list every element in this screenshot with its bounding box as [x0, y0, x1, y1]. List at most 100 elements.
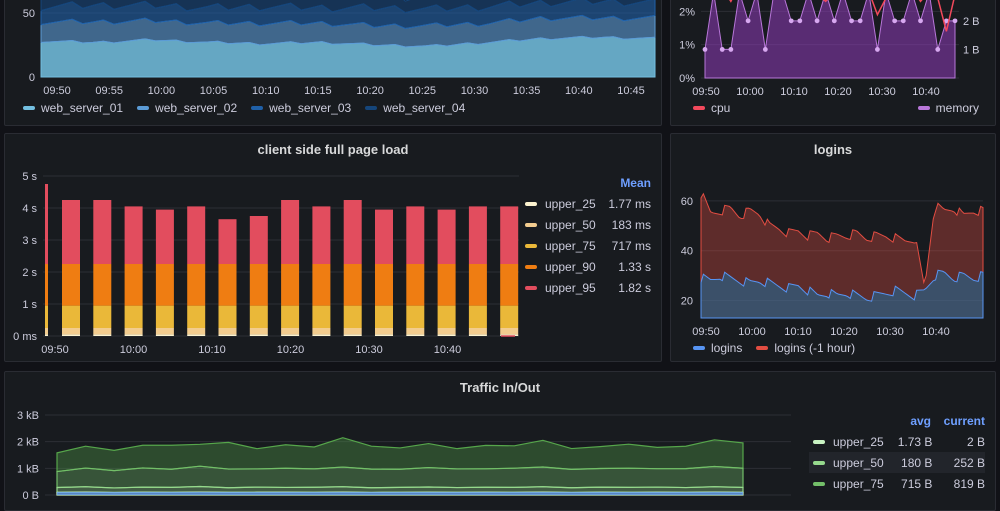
- mean-header[interactable]: Mean: [620, 175, 651, 190]
- bar-upper_95: [312, 206, 331, 264]
- load-ytick-label: 4 s: [22, 203, 37, 215]
- bar-upper_90: [500, 264, 519, 306]
- traffic-ytick-label: 0 B: [22, 490, 39, 502]
- web-xtick-label: 10:00: [148, 85, 176, 97]
- panel-traffic: Traffic In/Out 3 kB 2 kB 1 kB 0 B avg curre…: [4, 371, 996, 511]
- bar-upper_90: [187, 264, 206, 306]
- legend-item-memory[interactable]: memory: [917, 101, 979, 115]
- avg-header[interactable]: avg: [910, 413, 931, 428]
- page-load-legend-header: Mean: [525, 172, 651, 193]
- logins-ytick-label: 40: [681, 246, 693, 258]
- bar-upper_50: [406, 328, 425, 335]
- legend-mean-value: 1.33 s: [618, 259, 651, 274]
- legend-row-upper_95[interactable]: upper_95 1.82 s: [525, 277, 651, 298]
- traffic-title[interactable]: Traffic In/Out: [459, 380, 541, 395]
- bar-upper_95: [187, 206, 206, 264]
- memory-point: [918, 18, 923, 24]
- bar-upper_90: [124, 264, 143, 306]
- cpu-xtick-label: 10:30: [868, 86, 896, 98]
- memory-point: [702, 47, 708, 52]
- legend-item-web_server_01[interactable]: web_server_01: [23, 101, 123, 115]
- load-ytick-label: 3 s: [22, 235, 37, 247]
- memory-point: [943, 18, 949, 24]
- legend-current: 819 B: [953, 476, 985, 491]
- legend-mean-value: 1.77 ms: [608, 196, 651, 211]
- panel-logins: logins 60 40 20 09:50 10:00 10:10 10:20 10:30 1…: [670, 133, 996, 362]
- memory-swatch: [917, 106, 930, 110]
- page-load-chart: 5 s 4 s 3 s 2 s 1 s 0 ms 09:50 10:00 10:10 10:20…: [13, 171, 519, 356]
- legend-row-upper_25[interactable]: upper_25 1.77 ms: [525, 193, 651, 214]
- bar-upper_25: [343, 334, 362, 336]
- memory-point: [728, 47, 734, 52]
- traffic-area-upper_90: [56, 437, 744, 473]
- bar-upper_25: [406, 334, 425, 336]
- bar-upper_90: [406, 264, 425, 306]
- legend-label: upper_50: [545, 217, 596, 232]
- page-load-title[interactable]: client side full page load: [257, 142, 409, 157]
- legend-swatch: [813, 460, 825, 465]
- legend-swatch: [525, 264, 537, 269]
- legend-name: upper_50: [809, 456, 884, 470]
- traffic-legend-row-upper_75[interactable]: upper_75 715 B 819 B: [809, 473, 985, 494]
- legend-label: upper_95: [545, 280, 596, 295]
- bar-upper_90: [281, 264, 300, 306]
- load-xtick-label: 10:00: [120, 344, 148, 356]
- bar-upper_50: [218, 328, 237, 335]
- legend-row-upper_50[interactable]: upper_50 183 ms: [525, 214, 651, 235]
- bar-upper_50: [281, 328, 300, 335]
- traffic-legend-row-upper_50[interactable]: upper_50 180 B 252 B: [809, 452, 985, 473]
- load-ytick-label: 0 ms: [13, 331, 37, 343]
- bar-upper_95: [281, 200, 300, 264]
- traffic-legend-row-upper_25[interactable]: upper_25 1.73 B 2 B: [809, 431, 985, 452]
- bar-upper_95: [406, 206, 425, 264]
- load-ytick-label: 2 s: [22, 267, 37, 279]
- legend-item-web_server_02[interactable]: web_server_02: [137, 101, 237, 115]
- legend-item-logins[interactable]: logins: [693, 341, 742, 355]
- bar-upper_75: [218, 305, 237, 328]
- legend-swatch: [251, 106, 264, 110]
- bar-upper_50: [124, 328, 143, 335]
- memory-point: [814, 18, 820, 24]
- cpu-swatch: [693, 106, 705, 110]
- web-servers-legend: web_server_01 web_server_02 web_server_03 w…: [23, 101, 465, 115]
- logins-ytick-label: 20: [681, 296, 693, 308]
- legend-swatch: [525, 201, 537, 206]
- load-xtick-label: 10:30: [355, 344, 383, 356]
- panel-cpu-memory: 2%1%0% 3 B2 B1 B 09:5010:0010:1010:2010:…: [670, 0, 996, 126]
- panel-page-load: client side full page load 5 s 4 s 3 s 2 s 1…: [4, 133, 662, 362]
- bar-upper_90: [155, 264, 174, 306]
- memory-point: [745, 18, 751, 24]
- legend-label: upper_25: [833, 434, 884, 449]
- memory-point: [831, 18, 837, 24]
- bar-upper_50: [343, 328, 362, 335]
- legend-name: upper_25: [809, 435, 884, 449]
- legend-name: upper_95: [525, 281, 618, 295]
- logins-title[interactable]: logins: [813, 142, 853, 157]
- current-header[interactable]: current: [943, 413, 985, 428]
- web-xtick-label: 09:50: [43, 85, 71, 97]
- memory-point: [788, 18, 794, 24]
- memory-point: [719, 47, 725, 52]
- legend-item-cpu[interactable]: cpu: [693, 101, 730, 115]
- legend-row-upper_75[interactable]: upper_75 717 ms: [525, 235, 651, 256]
- legend-name: upper_50: [525, 218, 612, 232]
- legend-label-logins-prev: logins (-1 hour): [774, 341, 856, 355]
- area-web_server_04: [40, 0, 652, 14]
- legend-label: web_server_03: [269, 101, 352, 115]
- legend-item-logins-prev[interactable]: logins (-1 hour): [756, 341, 855, 355]
- legend-label-logins: logins: [711, 341, 743, 355]
- bar-upper_25: [93, 334, 112, 336]
- bar-upper_25: [249, 334, 268, 336]
- memory-point: [900, 18, 906, 24]
- load-xtick-label: 10:20: [277, 344, 305, 356]
- bar-edge-upper_50: [45, 328, 48, 335]
- page-load-legend: Mean upper_25 1.77 ms upper_50 183 ms upper_…: [525, 172, 651, 298]
- legend-label: upper_75: [833, 476, 884, 491]
- legend-item-web_server_03[interactable]: web_server_03: [251, 101, 351, 115]
- legend-row-upper_90[interactable]: upper_90 1.33 s: [525, 256, 651, 277]
- legend-current: 252 B: [953, 455, 985, 470]
- bar-upper_95: [93, 200, 112, 264]
- bar-upper_75: [343, 305, 362, 328]
- legend-item-web_server_04[interactable]: web_server_04: [365, 101, 465, 115]
- bar-upper_75: [249, 305, 268, 328]
